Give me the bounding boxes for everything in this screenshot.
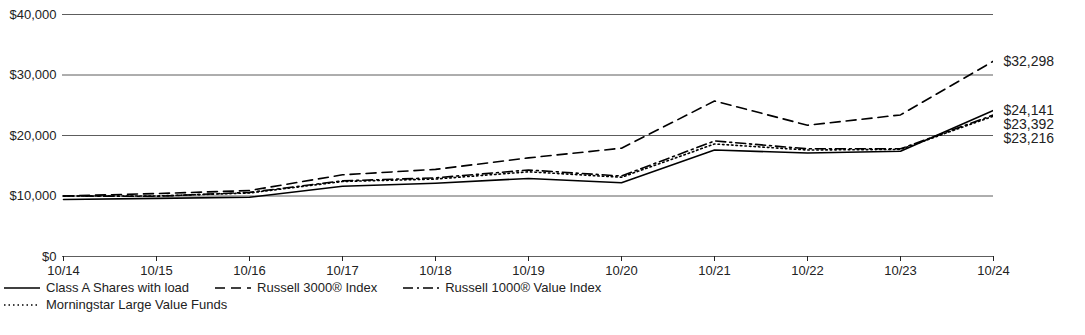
svg-text:10/19: 10/19 <box>512 263 545 278</box>
svg-text:10/18: 10/18 <box>419 263 452 278</box>
svg-text:$0: $0 <box>42 249 56 264</box>
svg-text:10/15: 10/15 <box>140 263 173 278</box>
svg-text:$40,000: $40,000 <box>10 7 57 22</box>
svg-text:10/22: 10/22 <box>791 263 824 278</box>
svg-text:10/24: 10/24 <box>977 263 1010 278</box>
html-text:Russell 3000® Index: Russell 3000® Index <box>257 280 378 295</box>
svg-text:10/16: 10/16 <box>233 263 266 278</box>
svg-text:10/23: 10/23 <box>884 263 917 278</box>
html-text:Morningstar Large Value Funds: Morningstar Large Value Funds <box>46 297 228 312</box>
svg-text:$20,000: $20,000 <box>10 128 57 143</box>
html-text:Class A Shares with load: Class A Shares with load <box>46 280 190 295</box>
svg-text:$23,392: $23,392 <box>1003 115 1055 132</box>
svg-text:10/17: 10/17 <box>326 263 359 278</box>
svg-text:10/14: 10/14 <box>47 263 80 278</box>
svg-text:10/20: 10/20 <box>605 263 638 278</box>
svg-text:$24,141: $24,141 <box>1003 101 1055 118</box>
svg-text:$30,000: $30,000 <box>10 67 57 82</box>
svg-text:10/21: 10/21 <box>698 263 731 278</box>
html-text:Russell 1000® Value Index: Russell 1000® Value Index <box>445 280 602 295</box>
svg-text:$23,216: $23,216 <box>1004 130 1055 146</box>
svg-text:$10,000: $10,000 <box>10 188 57 203</box>
svg-text:$32,298: $32,298 <box>1004 53 1055 69</box>
